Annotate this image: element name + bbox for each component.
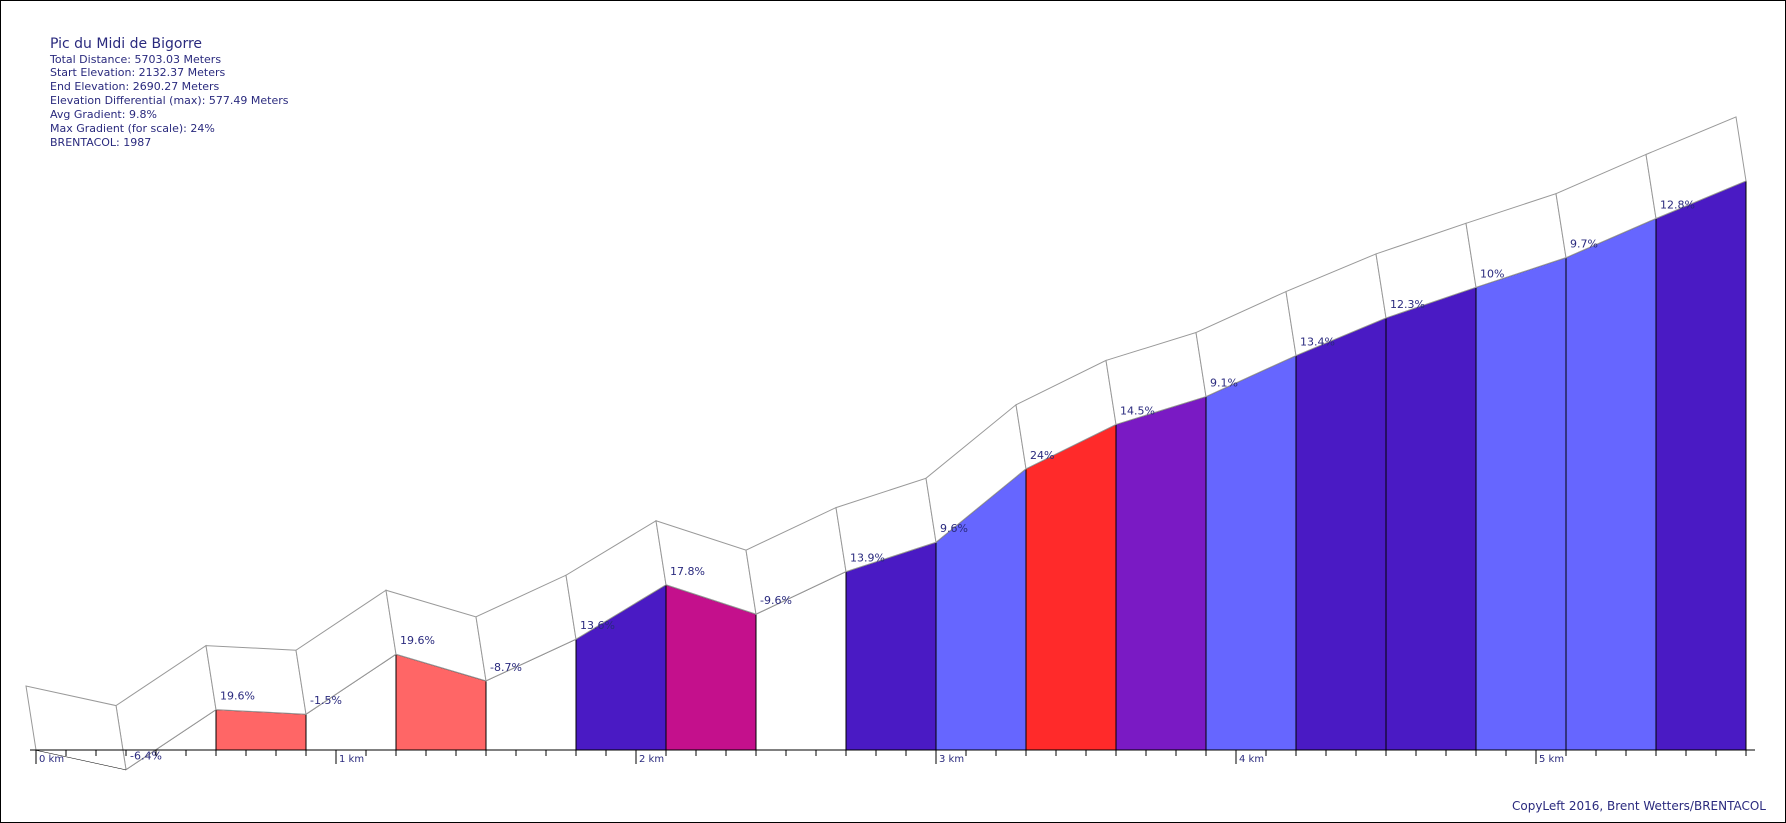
- gradient-label: 13.4%: [1300, 336, 1335, 349]
- gradient-label: 13.9%: [850, 552, 885, 565]
- gradient-band: [1645, 116, 1747, 220]
- x-tick-label: 1 km: [339, 754, 364, 765]
- gradient-label: -1.5%: [310, 694, 342, 707]
- gradient-label: 9.1%: [1210, 377, 1238, 390]
- segment-column: [1295, 317, 1387, 751]
- segment-column: [1475, 256, 1567, 751]
- gradient-label: 12.3%: [1390, 298, 1425, 311]
- info-brentacol: BRENTACOL: 1987: [50, 136, 152, 149]
- info-max-gradient: Max Gradient (for scale): 24%: [50, 122, 215, 135]
- gradient-label: 9.7%: [1570, 238, 1598, 251]
- gradient-label: 13.6%: [580, 619, 615, 632]
- info-start-elevation: Start Elevation: 2132.37 Meters: [50, 66, 226, 79]
- gradient-label: 24%: [1030, 449, 1054, 462]
- x-tick-label: 0 km: [39, 754, 64, 765]
- segment-column: [215, 709, 307, 751]
- info-avg-gradient: Avg Gradient: 9.8%: [50, 108, 157, 121]
- gradient-label: 19.6%: [220, 690, 255, 703]
- gradient-label: 19.6%: [400, 634, 435, 647]
- segment-column: [1115, 395, 1207, 751]
- gradient-label: 10%: [1480, 267, 1504, 280]
- gradient-label: 14.5%: [1120, 404, 1155, 417]
- segment-column: [1205, 354, 1297, 751]
- x-tick-label: 4 km: [1239, 754, 1264, 765]
- chart-title: Pic du Midi de Bigorre: [50, 36, 203, 52]
- segment-column: [1025, 423, 1117, 751]
- segment-column: [1385, 286, 1477, 751]
- segment-column: [1565, 217, 1657, 751]
- x-tick-label: 2 km: [639, 754, 664, 765]
- x-tick-label: 5 km: [1539, 754, 1564, 765]
- copyleft-credit: CopyLeft 2016, Brent Wetters/BRENTACOL: [1511, 799, 1766, 813]
- segment-column: [1655, 180, 1747, 751]
- gradient-label: 17.8%: [670, 565, 705, 578]
- gradient-label: -8.7%: [490, 661, 522, 674]
- segment-column: [845, 541, 937, 751]
- info-elevation-differential: Elevation Differential (max): 577.49 Met…: [50, 94, 289, 107]
- x-tick-label: 3 km: [939, 754, 964, 765]
- gradient-band: [25, 685, 127, 770]
- gradient-band: [205, 645, 307, 715]
- gradient-label: 12.8%: [1660, 198, 1695, 211]
- gradient-label: -9.6%: [760, 594, 792, 607]
- gradient-label: 9.6%: [940, 522, 968, 535]
- info-total-distance: Total Distance: 5703.03 Meters: [50, 53, 222, 66]
- gradient-label: -6.4%: [130, 750, 162, 763]
- info-end-elevation: End Elevation: 2690.27 Meters: [50, 80, 220, 93]
